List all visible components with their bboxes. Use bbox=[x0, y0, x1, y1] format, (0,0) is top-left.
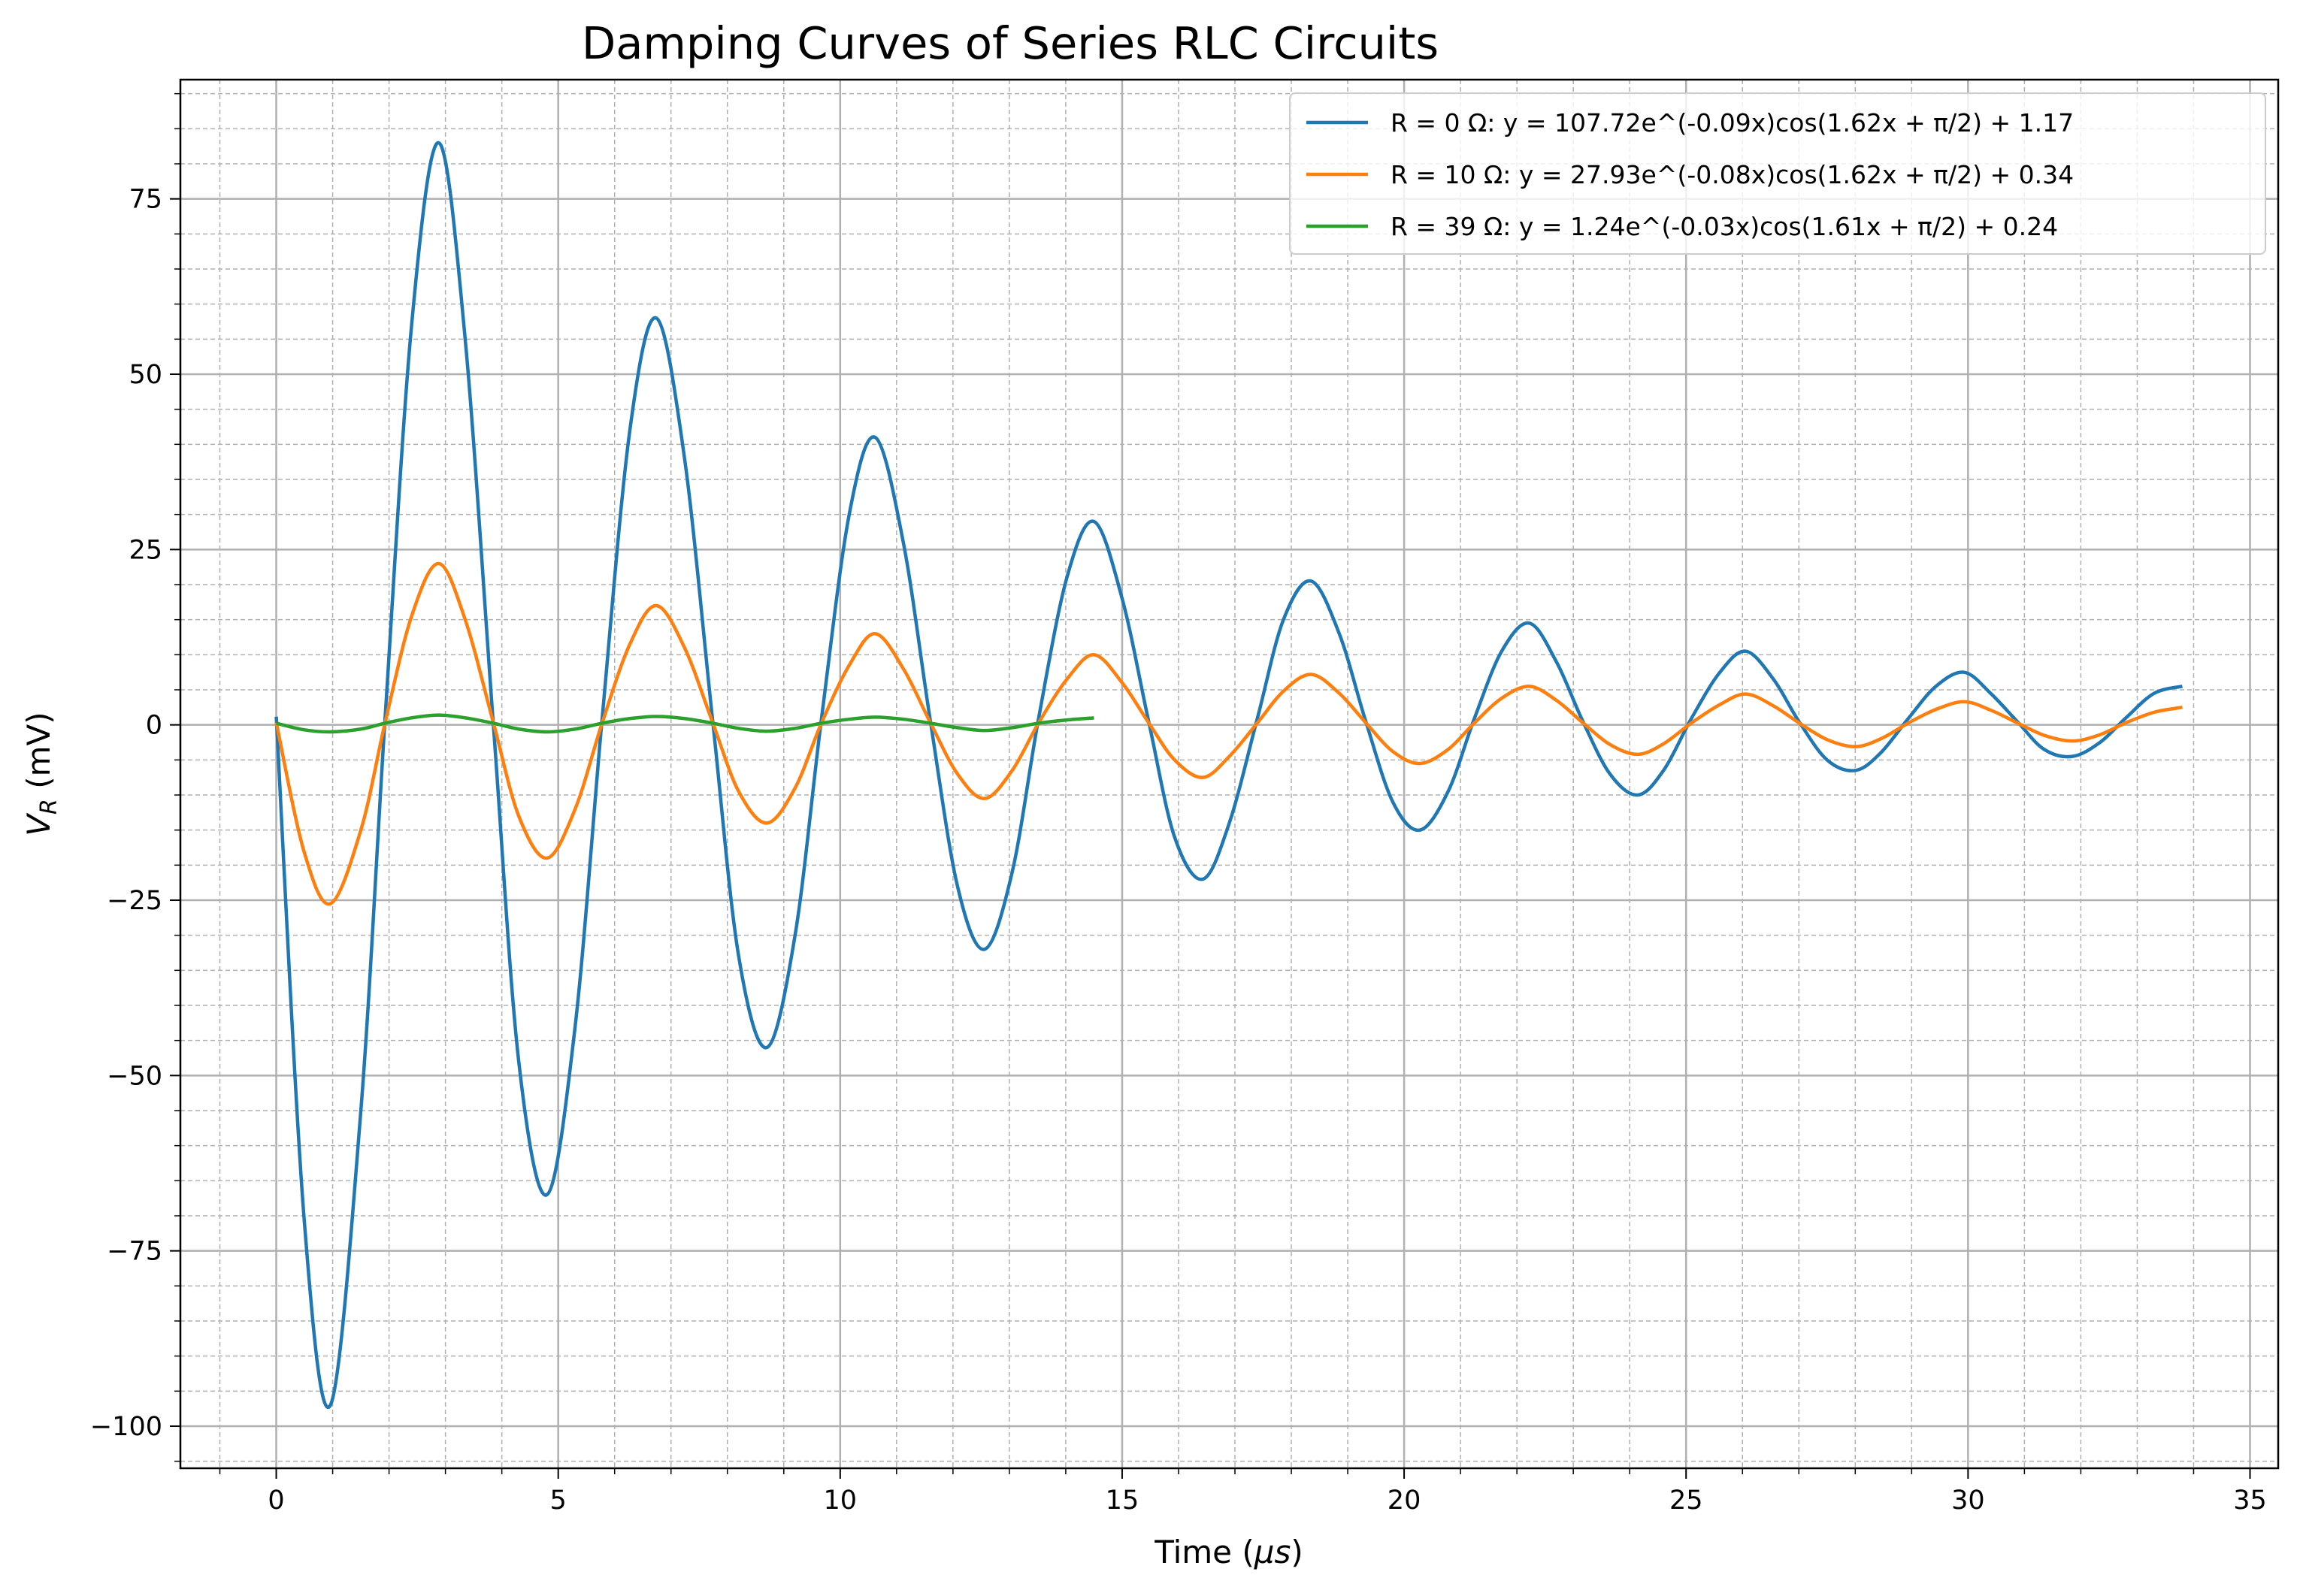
legend-label-1: R = 0 Ω: y = 107.72e^(-0.09x)cos(1.62x +… bbox=[1391, 108, 2074, 138]
chart-title: Damping Curves of Series RLC Circuits bbox=[582, 17, 1439, 69]
x-tick-label: 5 bbox=[550, 1486, 567, 1516]
y-tick-label: 75 bbox=[129, 185, 162, 215]
x-tick-label: 10 bbox=[824, 1486, 858, 1516]
series-layer bbox=[274, 141, 2183, 1409]
series-line-1 bbox=[274, 141, 2183, 1409]
plot-frame bbox=[179, 78, 2280, 1470]
y-tick-label: 25 bbox=[129, 535, 162, 565]
legend: R = 0 Ω: y = 107.72e^(-0.09x)cos(1.62x +… bbox=[1289, 92, 2266, 255]
x-tick-labels: 0 5 10 15 20 25 30 35 bbox=[268, 1486, 2266, 1516]
y-tick-label: −50 bbox=[107, 1061, 162, 1091]
x-axis-label-unit: μs bbox=[1254, 1534, 1291, 1570]
minor-gridlines bbox=[180, 80, 2278, 1468]
y-tick-label: 50 bbox=[129, 360, 162, 390]
y-tick-label: −25 bbox=[107, 886, 162, 916]
legend-box bbox=[1289, 92, 2266, 255]
x-tick-label: 15 bbox=[1106, 1486, 1139, 1516]
y-tick-label: −75 bbox=[107, 1237, 162, 1267]
x-tick-label: 30 bbox=[1951, 1486, 1985, 1516]
y-axis-label-unit: (mV) bbox=[20, 712, 57, 799]
axis-ticks bbox=[170, 92, 2251, 1479]
x-tick-label: 25 bbox=[1669, 1486, 1703, 1516]
x-axis-label-close: ) bbox=[1291, 1534, 1303, 1570]
x-axis-label: Time (μs) bbox=[1154, 1534, 1303, 1570]
y-tick-label: −100 bbox=[90, 1412, 162, 1442]
legend-label-2: R = 10 Ω: y = 27.93e^(-0.08x)cos(1.62x +… bbox=[1391, 160, 2074, 189]
legend-label-3: R = 39 Ω: y = 1.24e^(-0.03x)cos(1.61x + … bbox=[1391, 212, 2058, 241]
x-tick-label: 0 bbox=[268, 1486, 284, 1516]
series-line-2 bbox=[274, 561, 2183, 906]
x-tick-label: 20 bbox=[1388, 1486, 1421, 1516]
y-axis-label-symbol: V bbox=[20, 812, 57, 836]
y-tick-label: 0 bbox=[146, 711, 162, 741]
x-tick-label: 35 bbox=[2233, 1486, 2267, 1516]
y-axis-label: VR (mV) bbox=[20, 712, 62, 836]
x-axis-label-text: Time ( bbox=[1154, 1534, 1254, 1570]
y-tick-labels: −100 −75 −50 −25 0 25 50 75 bbox=[90, 185, 162, 1442]
series-line-3 bbox=[276, 713, 1094, 734]
legend-entries: R = 0 Ω: y = 107.72e^(-0.09x)cos(1.62x +… bbox=[1306, 108, 2074, 241]
y-axis-label-subscript: R bbox=[36, 799, 62, 815]
